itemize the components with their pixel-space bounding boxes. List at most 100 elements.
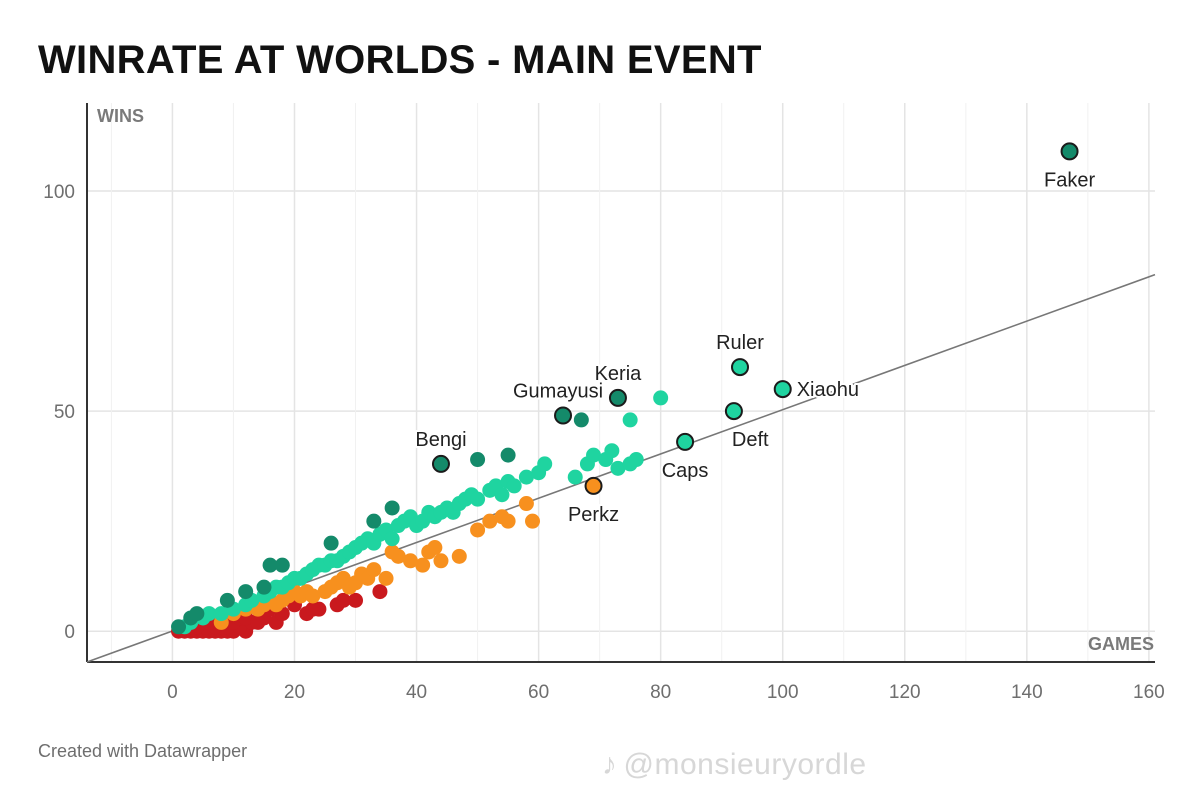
highlight-point-perkz (584, 476, 603, 495)
highlight-point-caps (676, 432, 695, 451)
point-label-halo: Gumayusi (513, 381, 603, 403)
data-point (262, 557, 278, 573)
point-label-halo: Caps (662, 460, 709, 482)
highlight-point-gumayusi (554, 406, 573, 425)
point-label-halo: Xiaohu (797, 379, 859, 401)
watermark-handle: @monsieuryordle (623, 748, 867, 781)
data-point (219, 592, 235, 608)
data-point (628, 452, 644, 468)
point-label-halo: Keria (595, 363, 643, 385)
point-label-keria: Keria (595, 363, 643, 385)
x-axis-label: GAMES (1088, 634, 1154, 654)
x-tick-label: 60 (528, 682, 549, 703)
data-point (506, 478, 522, 494)
chart-title: WINRATE AT WORLDS - MAIN EVENT (38, 38, 762, 82)
data-point (653, 390, 669, 406)
point-label-bengi: Bengi (415, 429, 466, 451)
highlight-point-keria (608, 388, 627, 407)
data-point (537, 456, 553, 472)
point-label-ruler: Ruler (716, 332, 764, 354)
data-point (384, 531, 400, 547)
highlight-point-ruler (731, 358, 750, 377)
highlight-point-deft (724, 402, 743, 421)
data-point (604, 443, 620, 459)
data-point (274, 557, 290, 573)
point-label-perkz: Perkz (568, 504, 619, 526)
x-tick-label: 80 (650, 682, 671, 703)
data-point (622, 412, 638, 428)
x-tick-label: 120 (889, 682, 921, 703)
data-point (518, 469, 534, 485)
data-point (378, 570, 394, 586)
x-tick-label: 0 (167, 682, 178, 703)
x-tick-label: 100 (767, 682, 799, 703)
tiktok-icon: ♪ (602, 748, 618, 781)
point-label-halo: Ruler (716, 332, 764, 354)
data-point (500, 447, 516, 463)
data-point (573, 412, 589, 428)
highlighted-points (431, 142, 1079, 495)
data-point (586, 447, 602, 463)
data-point (470, 491, 486, 507)
data-point (348, 592, 364, 608)
data-point (201, 606, 217, 622)
x-tick-label: 160 (1133, 682, 1165, 703)
data-point (372, 584, 388, 600)
data-point (305, 601, 321, 617)
axes (86, 103, 1155, 663)
data-point (451, 548, 467, 564)
y-tick-label: 100 (43, 182, 75, 203)
point-label-xiaohu: Xiaohu (797, 379, 859, 401)
data-point (305, 588, 321, 604)
point-label-halo: Bengi (415, 429, 466, 451)
data-point (525, 513, 541, 529)
data-point (610, 460, 626, 476)
data-point (250, 614, 266, 630)
data-point (366, 513, 382, 529)
data-point (494, 487, 510, 503)
x-tick-label: 20 (284, 682, 305, 703)
point-label-faker: Faker (1044, 169, 1095, 191)
data-point (213, 606, 229, 622)
point-label-caps: Caps (662, 460, 709, 482)
data-point (335, 592, 351, 608)
highlight-point-bengi (431, 454, 450, 473)
data-point (415, 557, 431, 573)
highlight-point-xiaohu (773, 380, 792, 399)
data-point (470, 522, 486, 538)
data-point (171, 619, 187, 635)
data-point (500, 513, 516, 529)
data-point (433, 553, 449, 569)
y-tick-label: 0 (64, 622, 75, 643)
data-point (567, 469, 583, 485)
y-axis-label: WINS (97, 106, 144, 126)
data-point (384, 500, 400, 516)
point-label-halo: Deft (732, 429, 769, 451)
data-point (256, 579, 272, 595)
data-point (427, 540, 443, 556)
point-label-halo: Faker (1044, 169, 1095, 191)
tick-labels: 0 20 40 60 80 100 120 140 160 0 50 100 (43, 182, 1164, 703)
x-tick-label: 140 (1011, 682, 1043, 703)
data-point (518, 496, 534, 512)
data-point (189, 606, 205, 622)
datawrapper-credit: Created with Datawrapper (38, 741, 248, 761)
data-point (323, 535, 339, 551)
point-labels: FakerFakerRulerRulerXiaohuXiaohuKeriaKer… (413, 167, 1097, 528)
data-point (390, 548, 406, 564)
data-point (470, 452, 486, 468)
data-point (402, 553, 418, 569)
data-point (238, 584, 254, 600)
data-point (482, 513, 498, 529)
x-tick-label: 40 (406, 682, 427, 703)
data-point (366, 562, 382, 578)
point-label-halo: Perkz (568, 504, 619, 526)
watermark: ♪ @monsieuryordle (602, 748, 867, 782)
data-points (171, 390, 669, 639)
point-label-gumayusi: Gumayusi (513, 381, 603, 403)
point-label-deft: Deft (732, 429, 769, 451)
y-tick-label: 50 (54, 402, 75, 423)
highlight-point-faker (1060, 142, 1079, 161)
grid-lines (87, 103, 1155, 662)
